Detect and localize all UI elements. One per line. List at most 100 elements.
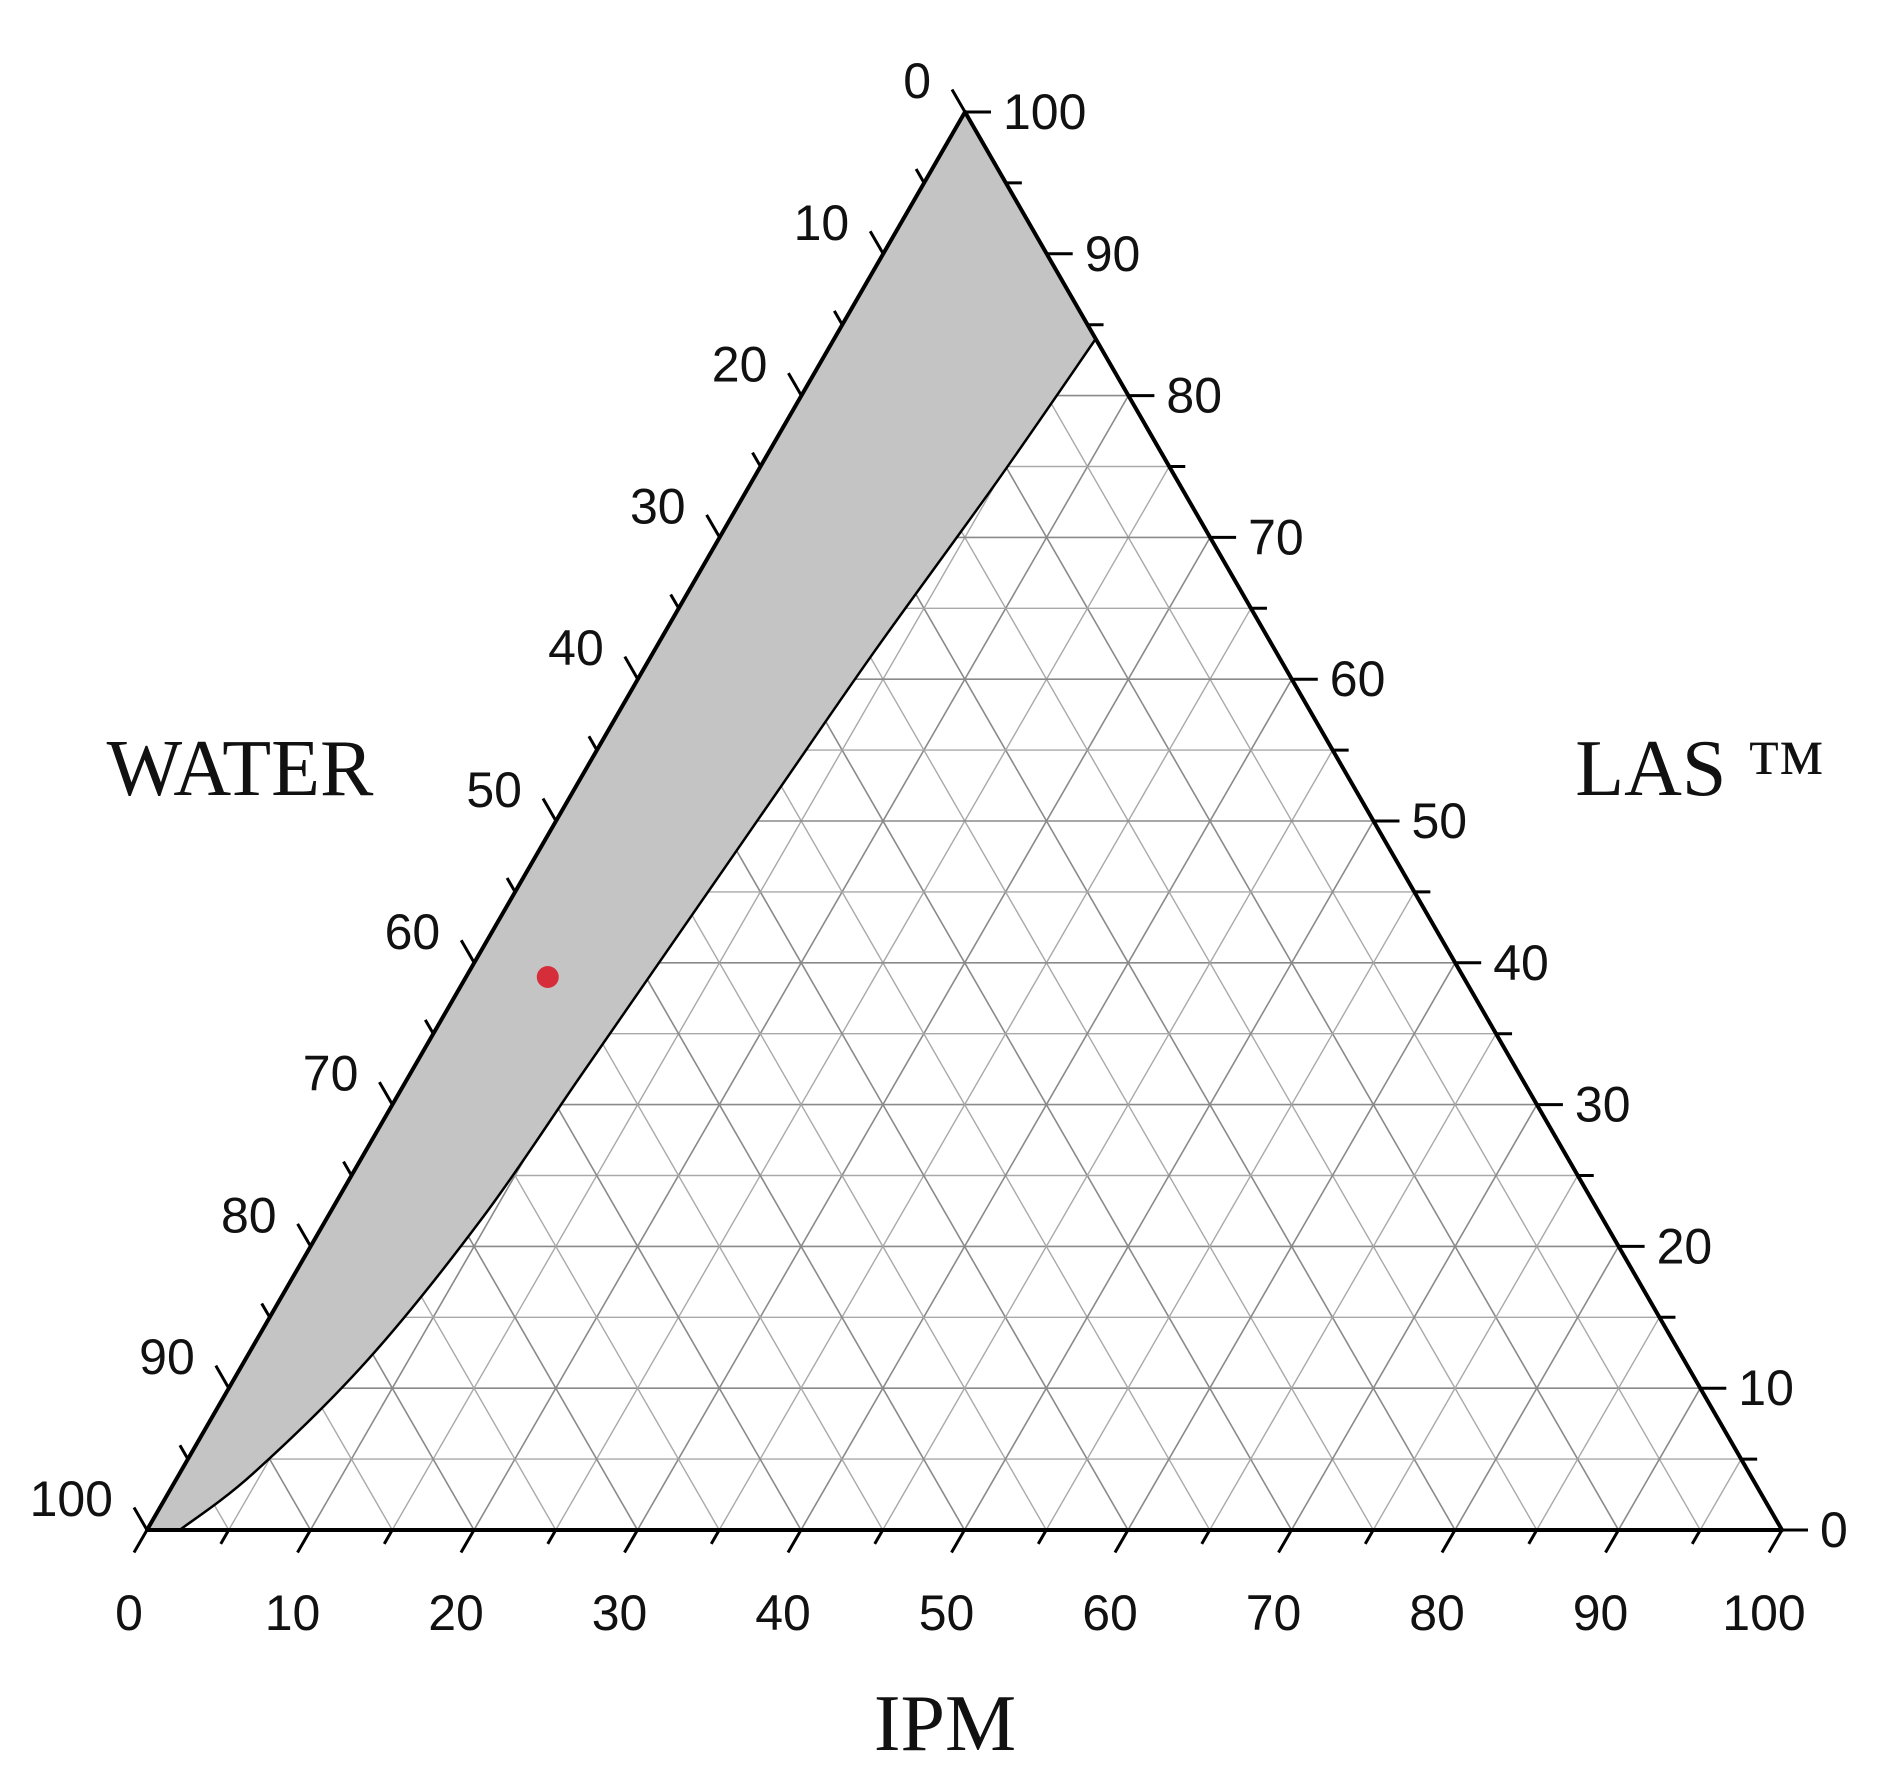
grid-line-ipm bbox=[882, 749, 1334, 1531]
water-tick bbox=[950, 88, 967, 113]
water-axis-title: WATER bbox=[107, 725, 374, 813]
ipm-tick bbox=[546, 1529, 558, 1545]
water-tick bbox=[378, 1081, 394, 1106]
ipm-tick bbox=[1690, 1529, 1702, 1545]
ipm-tick bbox=[459, 1529, 476, 1554]
grid-line-ipm bbox=[1290, 1104, 1538, 1531]
grid-line-ipm bbox=[1699, 1458, 1742, 1531]
water-tick bbox=[459, 939, 476, 964]
water-tick-label: 0 bbox=[903, 53, 931, 109]
ipm-tick bbox=[873, 1529, 885, 1545]
phase-region bbox=[144, 109, 1098, 1532]
water-tick bbox=[424, 1019, 435, 1035]
ipm-tick bbox=[1527, 1529, 1539, 1545]
grid-line-ipm bbox=[391, 324, 1089, 1531]
ipm-tick-label: 20 bbox=[428, 1585, 484, 1641]
ipm-tick bbox=[950, 1529, 966, 1554]
water-tick bbox=[132, 1506, 149, 1531]
water-tick bbox=[623, 655, 640, 680]
grid-line-ipm bbox=[1127, 962, 1456, 1531]
water-tick-label: 40 bbox=[548, 620, 604, 676]
grid-line-water bbox=[923, 182, 1701, 1531]
ipm-tick bbox=[1767, 1529, 1784, 1554]
ipm-tick bbox=[709, 1529, 721, 1545]
ipm-tick-label: 100 bbox=[1722, 1585, 1805, 1641]
water-tick-label: 80 bbox=[221, 1187, 277, 1243]
ipm-tick-label: 50 bbox=[919, 1585, 975, 1641]
water-tick bbox=[751, 451, 762, 468]
water-tick bbox=[342, 1160, 353, 1177]
grid-line-ipm bbox=[1454, 1246, 1620, 1531]
water-tick bbox=[541, 797, 558, 822]
ipm-tick bbox=[1440, 1529, 1457, 1554]
water-tick-label: 50 bbox=[466, 762, 522, 818]
water-tick-label: 10 bbox=[794, 195, 850, 251]
water-tick-label: 70 bbox=[303, 1046, 359, 1102]
phase-regions bbox=[144, 109, 1098, 1532]
grid-line-ipm bbox=[1536, 1316, 1661, 1531]
water-tick bbox=[178, 1444, 190, 1460]
data-points bbox=[536, 965, 559, 988]
las-axis-title: LAS ™ bbox=[1575, 725, 1825, 813]
ipm-tick bbox=[1113, 1529, 1130, 1554]
las-tick-label: 10 bbox=[1738, 1360, 1794, 1416]
ipm-tick bbox=[132, 1529, 149, 1554]
formulation-point bbox=[536, 965, 559, 988]
water-tick bbox=[705, 514, 721, 539]
water-tick bbox=[914, 168, 926, 184]
tick-labels: 0 10 20 30 40 50 60 70 80 90 100010203040506070809… bbox=[30, 53, 1848, 1641]
ipm-tick-label: 60 bbox=[1082, 1585, 1138, 1641]
ipm-tick bbox=[1604, 1529, 1620, 1554]
ipm-tick bbox=[382, 1529, 394, 1545]
water-tick bbox=[669, 593, 680, 610]
ipm-tick-label: 70 bbox=[1246, 1585, 1302, 1641]
water-tick bbox=[296, 1223, 312, 1248]
las-tick-label: 50 bbox=[1412, 793, 1468, 849]
grid-line-ipm bbox=[963, 820, 1375, 1531]
ipm-tick-label: 10 bbox=[265, 1585, 321, 1641]
water-tick bbox=[833, 310, 844, 326]
water-tick-label: 30 bbox=[630, 478, 686, 534]
las-tick-label: 20 bbox=[1657, 1218, 1713, 1274]
grid-line-ipm bbox=[555, 466, 1170, 1531]
las-tick-label: 80 bbox=[1166, 368, 1222, 424]
water-tick bbox=[587, 735, 599, 751]
las-tick-label: 0 bbox=[1820, 1502, 1848, 1558]
water-tick-label: 60 bbox=[385, 904, 441, 960]
grid-line-ipm bbox=[1372, 1175, 1579, 1531]
grid-line-ipm bbox=[718, 607, 1252, 1531]
ipm-tick bbox=[1036, 1529, 1048, 1545]
las-tick-label: 70 bbox=[1248, 509, 1304, 565]
water-tick bbox=[787, 372, 803, 397]
water-tick bbox=[214, 1364, 231, 1389]
las-tick-label: 40 bbox=[1493, 935, 1549, 991]
ipm-tick bbox=[786, 1529, 803, 1554]
ipm-tick bbox=[219, 1529, 231, 1545]
ipm-tick bbox=[1277, 1529, 1293, 1554]
las-tick-label: 90 bbox=[1085, 226, 1141, 282]
ipm-tick bbox=[1363, 1529, 1375, 1545]
ipm-axis-title: IPM bbox=[874, 1680, 1016, 1768]
las-tick-label: 60 bbox=[1330, 651, 1386, 707]
ipm-tick bbox=[296, 1529, 312, 1554]
water-tick-label: 90 bbox=[139, 1329, 195, 1385]
las-tick-label: 30 bbox=[1575, 1077, 1631, 1133]
ipm-tick bbox=[623, 1529, 639, 1554]
las-tick-label: 100 bbox=[1003, 84, 1086, 140]
ipm-tick-label: 30 bbox=[592, 1585, 648, 1641]
ipm-tick-label: 80 bbox=[1409, 1585, 1465, 1641]
water-tick bbox=[260, 1302, 271, 1319]
water-tick bbox=[868, 230, 885, 255]
ipm-tick-label: 90 bbox=[1573, 1585, 1629, 1641]
axis-ticks bbox=[132, 88, 1808, 1554]
ipm-tick-label: 40 bbox=[755, 1585, 811, 1641]
grid-line-ipm bbox=[1045, 891, 1415, 1531]
water-tick bbox=[505, 877, 517, 893]
ipm-tick bbox=[1200, 1529, 1212, 1545]
water-tick-label: 100 bbox=[30, 1471, 113, 1527]
water-tick-label: 20 bbox=[712, 337, 768, 393]
ipm-tick-label: 0 bbox=[115, 1585, 143, 1641]
grid-line-ipm bbox=[1209, 1033, 1497, 1531]
grid-line-ipm bbox=[1617, 1387, 1701, 1531]
